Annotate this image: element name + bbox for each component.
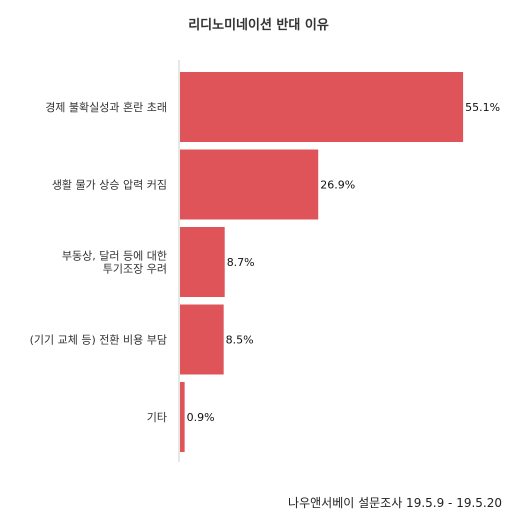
category-label-0: 경제 불확실성과 혼란 초래 xyxy=(45,101,167,114)
bar-2 xyxy=(180,227,225,297)
value-label-0: 55.1% xyxy=(465,101,500,114)
category-label-4: 기타 xyxy=(147,411,167,424)
category-label-1: 생활 물가 상승 압력 커짐 xyxy=(52,178,167,192)
bar-4 xyxy=(180,382,185,452)
bar-0 xyxy=(180,72,464,142)
source-note: 나우앤서베이 설문조사 19.5.9 - 19.5.20 xyxy=(288,496,502,510)
chart-title: 리디노미네이션 반대 이유 xyxy=(188,18,329,33)
category-label-3: (기기 교체 등) 전환 비용 부담 xyxy=(30,334,167,347)
value-label-3: 8.5% xyxy=(226,334,254,347)
bar-1 xyxy=(180,149,319,220)
value-label-4: 0.9% xyxy=(187,411,215,424)
value-label-2: 8.7% xyxy=(227,256,255,269)
category-label-2: 부동상, 달러 등에 대한 투기조장 우려 xyxy=(62,250,167,276)
value-label-1: 26.9% xyxy=(320,179,355,192)
bar-3 xyxy=(180,304,224,375)
